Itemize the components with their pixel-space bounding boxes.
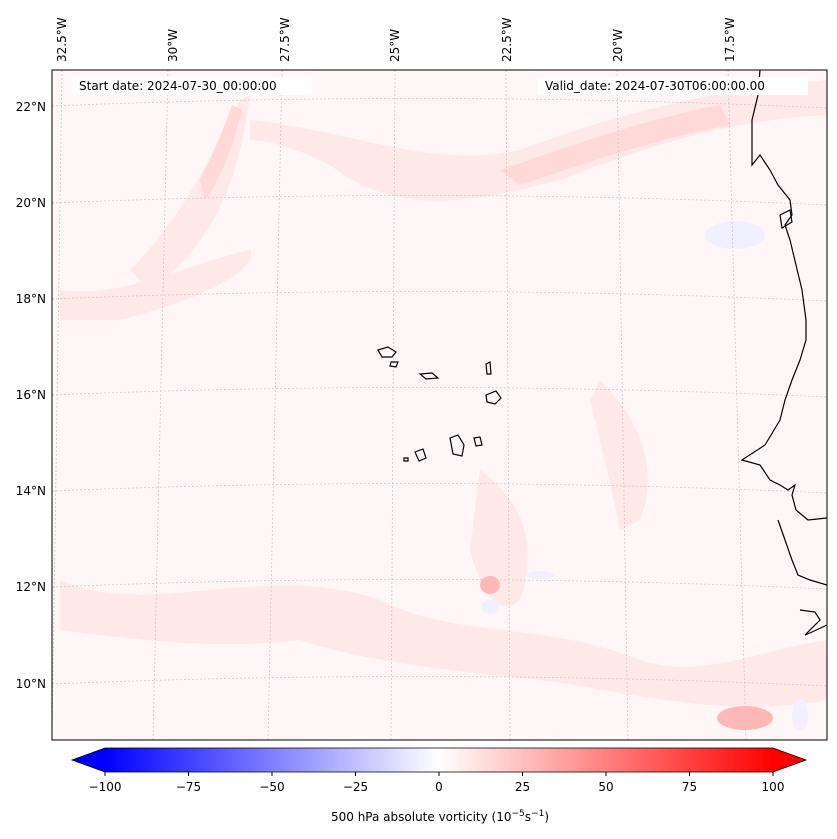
colorbar-tick-label: 25	[515, 780, 530, 794]
guinea-islands	[799, 609, 827, 636]
parallel-22n	[52, 98, 827, 109]
latitude-labels: 22°N 20°N 18°N 16°N 14°N 12°N 10°N	[16, 100, 46, 691]
vorticity-min-se	[792, 699, 808, 731]
parallel-14n	[52, 483, 827, 494]
parallel-12n	[52, 579, 827, 590]
colorbar-tick-label: −50	[259, 780, 284, 794]
colorbar-tick-label: 75	[682, 780, 697, 794]
cape-verde-islands	[377, 346, 502, 462]
vorticity-min-coast	[705, 221, 765, 249]
lon-label-22-5w: 22.5°W	[500, 17, 514, 62]
fogo-island	[414, 448, 427, 462]
colorbar-ticks: −100 −75 −50 −25 0 25 50 75 100	[89, 772, 785, 794]
valid-date-box	[538, 77, 808, 95]
colorbar-min-extend	[72, 748, 105, 772]
santo-antao-island	[377, 346, 397, 358]
parallel-18n	[52, 291, 827, 302]
lat-label-18n: 18°N	[16, 292, 46, 306]
vorticity-band-west	[60, 250, 252, 320]
valid-date-label: Valid_date: 2024-07-30T06:00:00.00	[545, 79, 765, 93]
parallel-16n	[52, 387, 827, 398]
colorbar-tick-label: −100	[89, 780, 122, 794]
lon-label-32-5w: 32.5°W	[55, 17, 69, 62]
sal-island	[485, 361, 492, 375]
vorticity-blob-center	[470, 470, 528, 607]
maio-island	[473, 436, 483, 447]
colorbar: −100 −75 −50 −25 0 25 50 75 100 500 hPa absolute…	[70, 747, 808, 824]
start-date-label: Start date: 2024-07-30_00:00:00	[79, 79, 277, 93]
colorbar-tick-label: 50	[598, 780, 613, 794]
lat-label-22n: 22°N	[16, 100, 46, 114]
lat-label-12n: 12°N	[16, 580, 46, 594]
parallel-20n	[52, 195, 827, 206]
vorticity-blob-east	[590, 380, 648, 530]
vorticity-core-north	[500, 105, 730, 185]
lon-label-27-5w: 27.5°W	[278, 17, 292, 62]
brava-island	[403, 457, 409, 462]
vorticity-max-12n	[480, 576, 500, 594]
vorticity-min-center	[526, 571, 554, 579]
colorbar-label: 500 hPa absolute vorticity (10−5s−1)	[331, 809, 549, 824]
lon-label-25w: 25°W	[388, 29, 402, 62]
vorticity-core-nw	[200, 105, 242, 200]
boa-vista-island	[485, 390, 502, 405]
colorbar-tick-label: 100	[762, 780, 785, 794]
map-frame	[51, 69, 828, 741]
map-gridlines	[52, 70, 827, 740]
vorticity-max-se	[717, 706, 773, 730]
colorbar-max-extend	[773, 748, 806, 772]
guinea-bissau-coast	[777, 519, 827, 586]
lon-label-17-5w: 17.5°W	[723, 17, 737, 62]
lat-label-10n: 10°N	[16, 677, 46, 691]
vorticity-band-south	[60, 580, 827, 707]
longitude-labels: 32.5°W 30°W 27.5°W 25°W 22.5°W 20°W 17.5…	[55, 17, 737, 62]
colorbar-tick-label: −25	[343, 780, 368, 794]
map-panel	[52, 70, 827, 740]
lon-label-20w: 20°W	[611, 29, 625, 62]
coastlines	[740, 70, 827, 636]
lat-label-16n: 16°N	[16, 388, 46, 402]
lon-label-30w: 30°W	[166, 29, 180, 62]
colorbar-gradient	[105, 748, 773, 772]
colorbar-tick-label: 0	[435, 780, 443, 794]
africa-coastline	[740, 70, 827, 521]
coastal-island-north	[779, 209, 793, 229]
start-date-box	[72, 77, 312, 95]
vorticity-min-12n	[481, 600, 499, 614]
sao-nicolau-island	[418, 372, 440, 380]
parallel-10n	[52, 676, 827, 687]
lat-label-14n: 14°N	[16, 484, 46, 498]
colorbar-tick-label: −75	[176, 780, 201, 794]
sao-vicente-island	[389, 361, 399, 368]
lat-label-20n: 20°N	[16, 196, 46, 210]
santiago-island	[449, 434, 465, 457]
